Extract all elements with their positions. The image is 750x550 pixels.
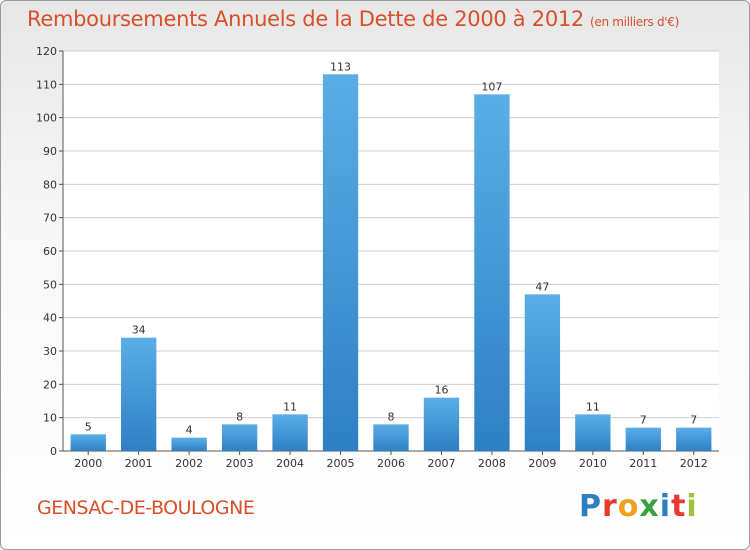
commune-name: GENSAC-DE-BOULOGNE <box>37 497 255 519</box>
bar[interactable] <box>575 414 611 451</box>
bar-value-label: 4 <box>186 424 193 437</box>
x-tick-label: 2001 <box>125 457 153 470</box>
x-tick-label: 2007 <box>427 457 455 470</box>
bar-value-label: 11 <box>586 400 600 413</box>
logo-letter: r <box>602 489 618 524</box>
bar-value-label: 7 <box>640 414 647 427</box>
y-tick-label: 20 <box>43 378 57 391</box>
logo-letter: i <box>686 489 698 524</box>
y-tick-label: 30 <box>43 345 57 358</box>
y-tick-label: 0 <box>50 445 57 458</box>
y-tick-label: 70 <box>43 212 57 225</box>
logo-letter: o <box>617 489 640 524</box>
bar[interactable] <box>272 414 308 451</box>
x-tick-label: 2000 <box>74 457 102 470</box>
y-tick-label: 110 <box>36 78 57 91</box>
y-tick-label: 90 <box>43 145 57 158</box>
x-tick-label: 2006 <box>377 457 405 470</box>
bar[interactable] <box>423 397 460 451</box>
bar[interactable] <box>171 437 207 451</box>
logo-letter: x <box>639 489 660 524</box>
bar-value-label: 5 <box>85 420 92 433</box>
bar[interactable] <box>676 427 712 451</box>
bar-value-label: 34 <box>132 324 146 337</box>
x-tick-label: 2011 <box>629 457 657 470</box>
y-tick-label: 50 <box>43 278 57 291</box>
x-tick-label: 2009 <box>528 457 556 470</box>
logo-letter: i <box>659 489 672 524</box>
x-tick-label: 2004 <box>276 457 304 470</box>
x-tick-label: 2010 <box>579 457 607 470</box>
x-tick-label: 2002 <box>175 457 203 470</box>
chart-title-text: Remboursements Annuels de la Dette de 20… <box>27 7 584 31</box>
bar[interactable] <box>70 434 106 451</box>
y-tick-label: 100 <box>36 112 57 125</box>
bar-value-label: 107 <box>481 80 502 93</box>
y-tick-label: 10 <box>43 412 57 425</box>
x-tick-label: 2012 <box>680 457 708 470</box>
bar[interactable] <box>322 74 359 451</box>
x-tick-label: 2003 <box>226 457 254 470</box>
chart-title: Remboursements Annuels de la Dette de 20… <box>27 7 679 31</box>
y-tick-label: 120 <box>36 45 57 58</box>
bar[interactable] <box>373 424 409 451</box>
bar[interactable] <box>221 424 258 451</box>
chart-unit: (en milliers d'€) <box>590 15 680 29</box>
proxiti-logo[interactable]: Proxiti <box>579 489 698 524</box>
bar[interactable] <box>121 337 157 451</box>
y-tick-label: 60 <box>43 245 57 258</box>
x-tick-label: 2008 <box>478 457 506 470</box>
bar[interactable] <box>474 94 510 451</box>
bar-value-label: 7 <box>690 414 697 427</box>
bar[interactable] <box>625 427 661 451</box>
bar-value-label: 11 <box>283 400 297 413</box>
bar-value-label: 113 <box>330 60 351 73</box>
logo-letter: t <box>671 489 687 524</box>
bar-value-label: 16 <box>434 384 448 397</box>
bar-value-label: 8 <box>388 410 395 423</box>
y-tick-label: 80 <box>43 178 57 191</box>
bar-value-label: 8 <box>236 410 243 423</box>
x-tick-label: 2005 <box>327 457 355 470</box>
bar-value-label: 47 <box>535 280 549 293</box>
bar[interactable] <box>524 294 561 451</box>
logo-letter: P <box>579 489 602 524</box>
y-tick-label: 40 <box>43 312 57 325</box>
